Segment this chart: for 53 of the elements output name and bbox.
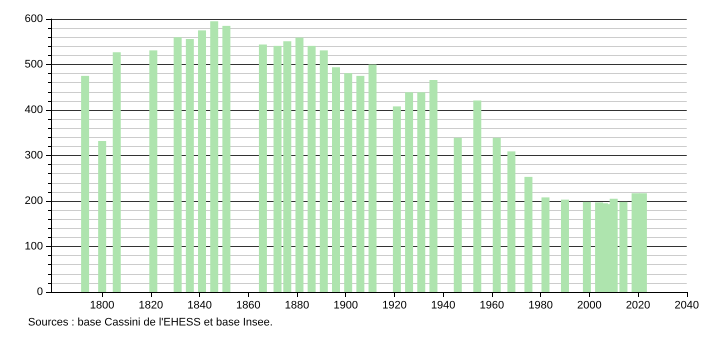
y-tick-label: 100 [24,240,43,252]
x-tick-label: 1900 [334,300,358,312]
bar [258,44,267,292]
x-tick-label: 2000 [577,300,602,312]
bar [274,46,282,292]
bar [283,41,292,292]
bar [332,67,340,292]
bar [429,80,438,292]
x-tick-label: 1940 [430,300,456,312]
bar [112,52,121,292]
bar [507,151,516,292]
x-tick-label: 1920 [382,300,407,312]
bar [295,38,304,292]
x-tick-label: 1980 [528,300,553,312]
x-tick-label: 1840 [187,300,212,312]
bar [619,202,628,292]
bar [174,37,182,292]
x-tick-label: 1820 [138,300,164,312]
bar [582,202,591,292]
bar [524,176,532,292]
y-tick-label: 400 [24,104,43,116]
x-tick-label: 1880 [284,300,310,312]
bar [210,21,218,292]
x-tick-label: 1860 [236,300,261,312]
x-tick-label: 1960 [480,300,504,312]
bar [98,140,106,292]
bar [368,64,377,292]
bar [417,92,426,292]
bar [186,39,194,292]
bar [392,106,401,292]
y-tick-label: 300 [24,150,43,162]
bar [222,26,230,292]
x-tick-label: 2040 [674,300,700,312]
y-tick-label: 600 [24,13,43,25]
y-tick-label: 0 [36,286,43,298]
bar [149,50,158,292]
y-tick-label: 500 [24,58,43,70]
bar [308,46,316,292]
bar [405,92,414,292]
bar [541,197,550,292]
bar [198,30,206,292]
bar [344,73,352,292]
bar [356,76,364,292]
x-tick-label: 2020 [626,300,650,312]
bar [81,76,90,292]
x-tick-label: 1800 [90,300,114,312]
bar [492,138,501,292]
bar [473,100,482,292]
bar [560,200,569,292]
bar [320,50,328,292]
source-note: Sources : base Cassini de l'EHESS et base Insee. [28,316,273,328]
bar [454,138,462,292]
y-tick-label: 200 [24,195,43,207]
